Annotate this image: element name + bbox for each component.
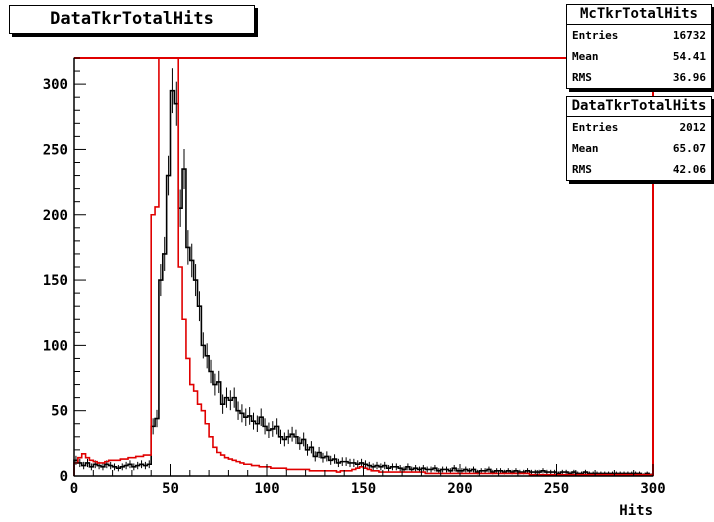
y-tick-label: 300: [43, 77, 68, 93]
y-tick-label: 50: [51, 404, 68, 420]
y-tick-label: 200: [43, 208, 68, 224]
stats-box-title: DataTkrTotalHits: [567, 97, 711, 117]
x-tick-label: 50: [162, 481, 179, 497]
y-tick-label: 250: [43, 142, 68, 158]
stats-box-mc: McTkrTotalHits Entries 16732 Mean 54.41 RM…: [566, 4, 712, 89]
histogram-series-1: [73, 57, 654, 476]
stats-row-entries: Entries 2012: [572, 121, 706, 134]
stats-row-mean: Mean 54.41: [572, 50, 706, 63]
stats-row-rms: RMS 42.06: [572, 163, 706, 176]
x-axis-label: Hits: [619, 503, 653, 519]
y-tick-label: 0: [60, 469, 68, 485]
x-tick-label: 250: [544, 481, 569, 497]
stats-box-data: DataTkrTotalHits Entries 2012 Mean 65.07 R…: [566, 96, 712, 181]
x-tick-label: 100: [254, 481, 279, 497]
stats-row-mean: Mean 65.07: [572, 142, 706, 155]
x-tick-label: 0: [70, 481, 78, 497]
stats-row-rms: RMS 36.96: [572, 71, 706, 84]
stats-box-title: McTkrTotalHits: [567, 5, 711, 25]
histogram-title: DataTkrTotalHits: [9, 5, 255, 34]
x-tick-label: 300: [640, 481, 665, 497]
x-tick-label: 150: [351, 481, 376, 497]
stats-row-entries: Entries 16732: [572, 29, 706, 42]
x-tick-label: 200: [447, 481, 472, 497]
y-tick-label: 100: [43, 338, 68, 354]
y-tick-label: 150: [43, 273, 68, 289]
